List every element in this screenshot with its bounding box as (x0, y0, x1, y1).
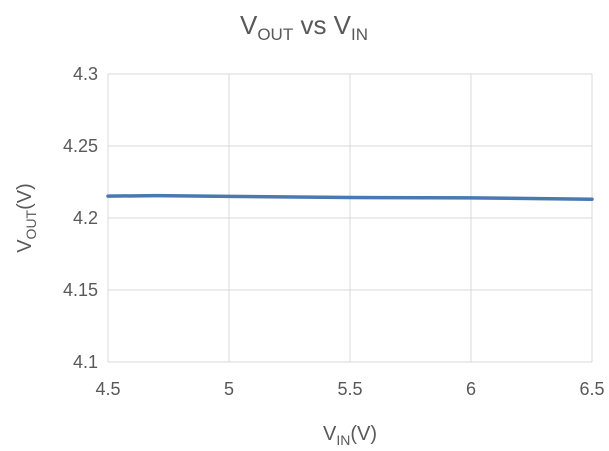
x-axis-label: VIN(V) (323, 423, 377, 448)
y-tick-label: 4.25 (63, 136, 98, 156)
series-line-vout (106, 193, 594, 202)
x-tick-label: 5.5 (337, 379, 362, 399)
y-tick-label: 4.1 (73, 352, 98, 372)
x-tick-labels: 4.5 5 5.5 6 6.5 (95, 379, 604, 399)
y-tick-labels: 4.1 4.15 4.2 4.25 4.3 (63, 64, 98, 372)
y-axis-label: VOUT(V) (14, 183, 39, 253)
series-group (106, 193, 594, 202)
y-tick-label: 4.2 (73, 208, 98, 228)
y-tick-label: 4.3 (73, 64, 98, 84)
x-tick-label: 6 (466, 379, 476, 399)
x-tick-label: 4.5 (95, 379, 120, 399)
grid (107, 73, 593, 363)
chart-title: VOUT vs VIN (240, 10, 368, 44)
x-tick-label: 6.5 (579, 379, 604, 399)
y-tick-label: 4.15 (63, 280, 98, 300)
x-tick-label: 5 (224, 379, 234, 399)
